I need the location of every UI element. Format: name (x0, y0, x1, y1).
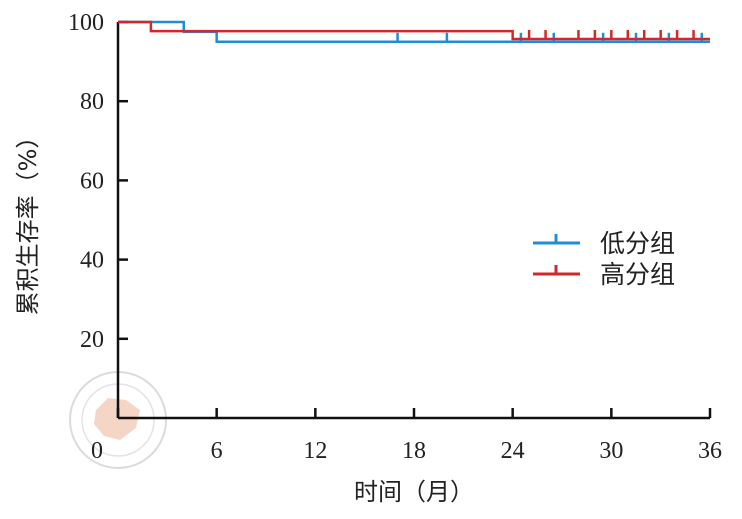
legend-label-0: 低分组 (600, 229, 675, 258)
series-layer (118, 20, 710, 44)
x-tick-label: 18 (402, 438, 426, 464)
y-axis-title: 累积生存率（%） (14, 125, 42, 316)
x-tick-label: 6 (211, 438, 223, 464)
x-axis-title: 时间（月） (354, 478, 474, 506)
y-tick-label: 60 (80, 168, 104, 194)
x-tick-label: 36 (698, 438, 722, 464)
legend-label-1: 高分组 (600, 260, 675, 289)
series-line-1 (118, 20, 710, 41)
y-tick-label: 40 (80, 248, 104, 274)
y-tick-label: 0 (91, 438, 103, 464)
y-tick-label: 20 (80, 327, 104, 353)
y-tick-label: 80 (80, 89, 104, 115)
y-tick-label: 100 (68, 10, 104, 36)
x-tick-label: 12 (303, 438, 327, 464)
x-tick-label: 24 (501, 438, 525, 464)
x-tick-label: 30 (599, 438, 623, 464)
